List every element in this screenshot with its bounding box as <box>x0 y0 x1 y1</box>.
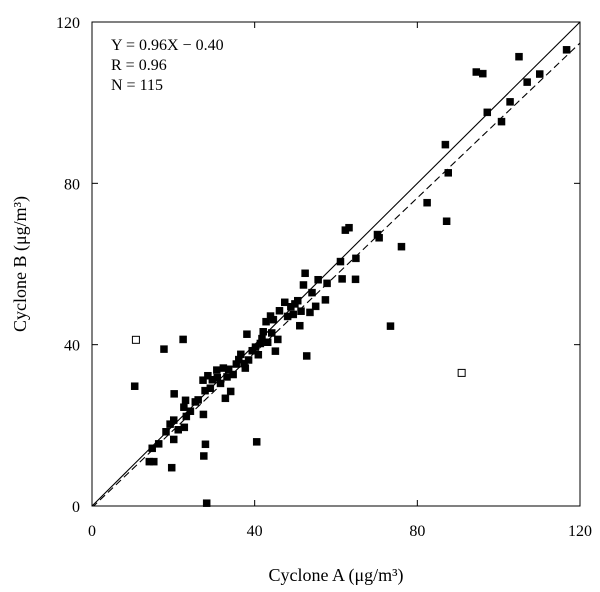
data-point <box>442 217 451 225</box>
data-point <box>472 68 481 76</box>
y-tick-label: 0 <box>72 499 80 516</box>
data-point <box>375 234 383 242</box>
data-point <box>301 269 309 278</box>
data-point <box>254 351 263 359</box>
data-point <box>506 98 514 106</box>
regression-line <box>92 42 580 506</box>
data-point <box>299 281 308 289</box>
data-point <box>194 396 202 404</box>
x-tick-label: 0 <box>88 523 96 540</box>
data-point <box>297 307 305 315</box>
data-point <box>308 288 316 297</box>
data-point <box>338 275 346 283</box>
data-point-open <box>131 335 140 344</box>
data-point <box>160 345 168 353</box>
data-point <box>515 52 523 61</box>
y-tick-label: 40 <box>64 338 80 355</box>
data-point <box>321 296 330 304</box>
axis-ticks: 0 40 80 120 0 40 80 120 <box>56 15 592 540</box>
data-point <box>289 310 298 319</box>
data-point <box>180 403 188 411</box>
data-point <box>148 444 156 453</box>
data-point <box>154 440 163 448</box>
data-point <box>169 435 178 444</box>
data-point <box>351 275 360 284</box>
data-point <box>386 322 395 330</box>
data-point <box>229 370 237 379</box>
data-point <box>269 315 278 324</box>
y-tick-label: 80 <box>64 176 80 193</box>
data-point <box>237 350 245 359</box>
data-point <box>243 330 251 338</box>
data-point <box>259 328 267 336</box>
data-point <box>479 69 487 78</box>
data-point <box>562 46 571 54</box>
plot-frame <box>91 21 581 507</box>
x-axis-label: Cyclone A (μg/m³) <box>268 565 403 586</box>
data-points <box>130 46 571 507</box>
y-tick-label: 120 <box>56 15 80 32</box>
data-point <box>182 412 191 421</box>
data-point <box>397 242 406 251</box>
data-point <box>483 108 492 117</box>
data-point <box>306 308 314 317</box>
data-point <box>216 379 225 388</box>
data-point <box>204 371 212 380</box>
data-point <box>423 198 431 207</box>
data-point <box>179 335 187 344</box>
data-point <box>263 338 272 346</box>
data-point <box>224 365 233 374</box>
x-tick-label: 120 <box>568 523 592 540</box>
data-point <box>275 307 284 315</box>
data-point <box>199 410 208 419</box>
data-point <box>336 257 345 266</box>
data-point <box>180 423 189 432</box>
data-point <box>302 352 311 360</box>
data-point <box>444 169 452 177</box>
data-point <box>169 416 178 424</box>
annotation-r: R = 0.96 <box>111 57 167 74</box>
data-point <box>130 382 139 390</box>
data-point <box>244 356 253 364</box>
y-axis-label: Cyclone B (μg/m³) <box>10 196 31 332</box>
data-point <box>523 78 531 86</box>
data-point <box>296 321 304 330</box>
data-point <box>221 394 230 403</box>
data-point <box>497 117 506 126</box>
data-point <box>213 366 221 374</box>
annotation-n: N = 115 <box>111 77 163 94</box>
data-point <box>162 428 170 436</box>
data-point <box>267 329 276 337</box>
x-tick-label: 40 <box>247 523 263 540</box>
data-point <box>186 407 195 415</box>
data-point <box>311 302 320 311</box>
annotation-equation: Y = 0.96X − 0.40 <box>111 37 224 54</box>
data-point <box>345 223 353 232</box>
data-point <box>199 376 207 384</box>
data-point <box>294 296 302 305</box>
data-point <box>281 298 289 307</box>
data-point <box>323 279 331 288</box>
data-point <box>262 317 270 326</box>
data-point <box>202 499 211 507</box>
data-point <box>535 70 544 78</box>
data-point <box>252 438 261 446</box>
data-point <box>206 384 215 392</box>
data-point <box>181 396 190 405</box>
data-point <box>314 275 322 284</box>
data-point-open <box>457 368 466 377</box>
data-point <box>201 440 210 449</box>
data-point <box>271 347 280 355</box>
data-point <box>352 254 360 263</box>
data-point <box>170 390 178 398</box>
data-point <box>274 335 282 344</box>
data-point <box>200 452 208 460</box>
data-point <box>150 457 158 466</box>
data-point <box>241 364 250 372</box>
data-point <box>226 387 235 396</box>
data-point <box>167 463 176 472</box>
x-tick-label: 80 <box>409 523 425 540</box>
data-point <box>441 140 450 149</box>
